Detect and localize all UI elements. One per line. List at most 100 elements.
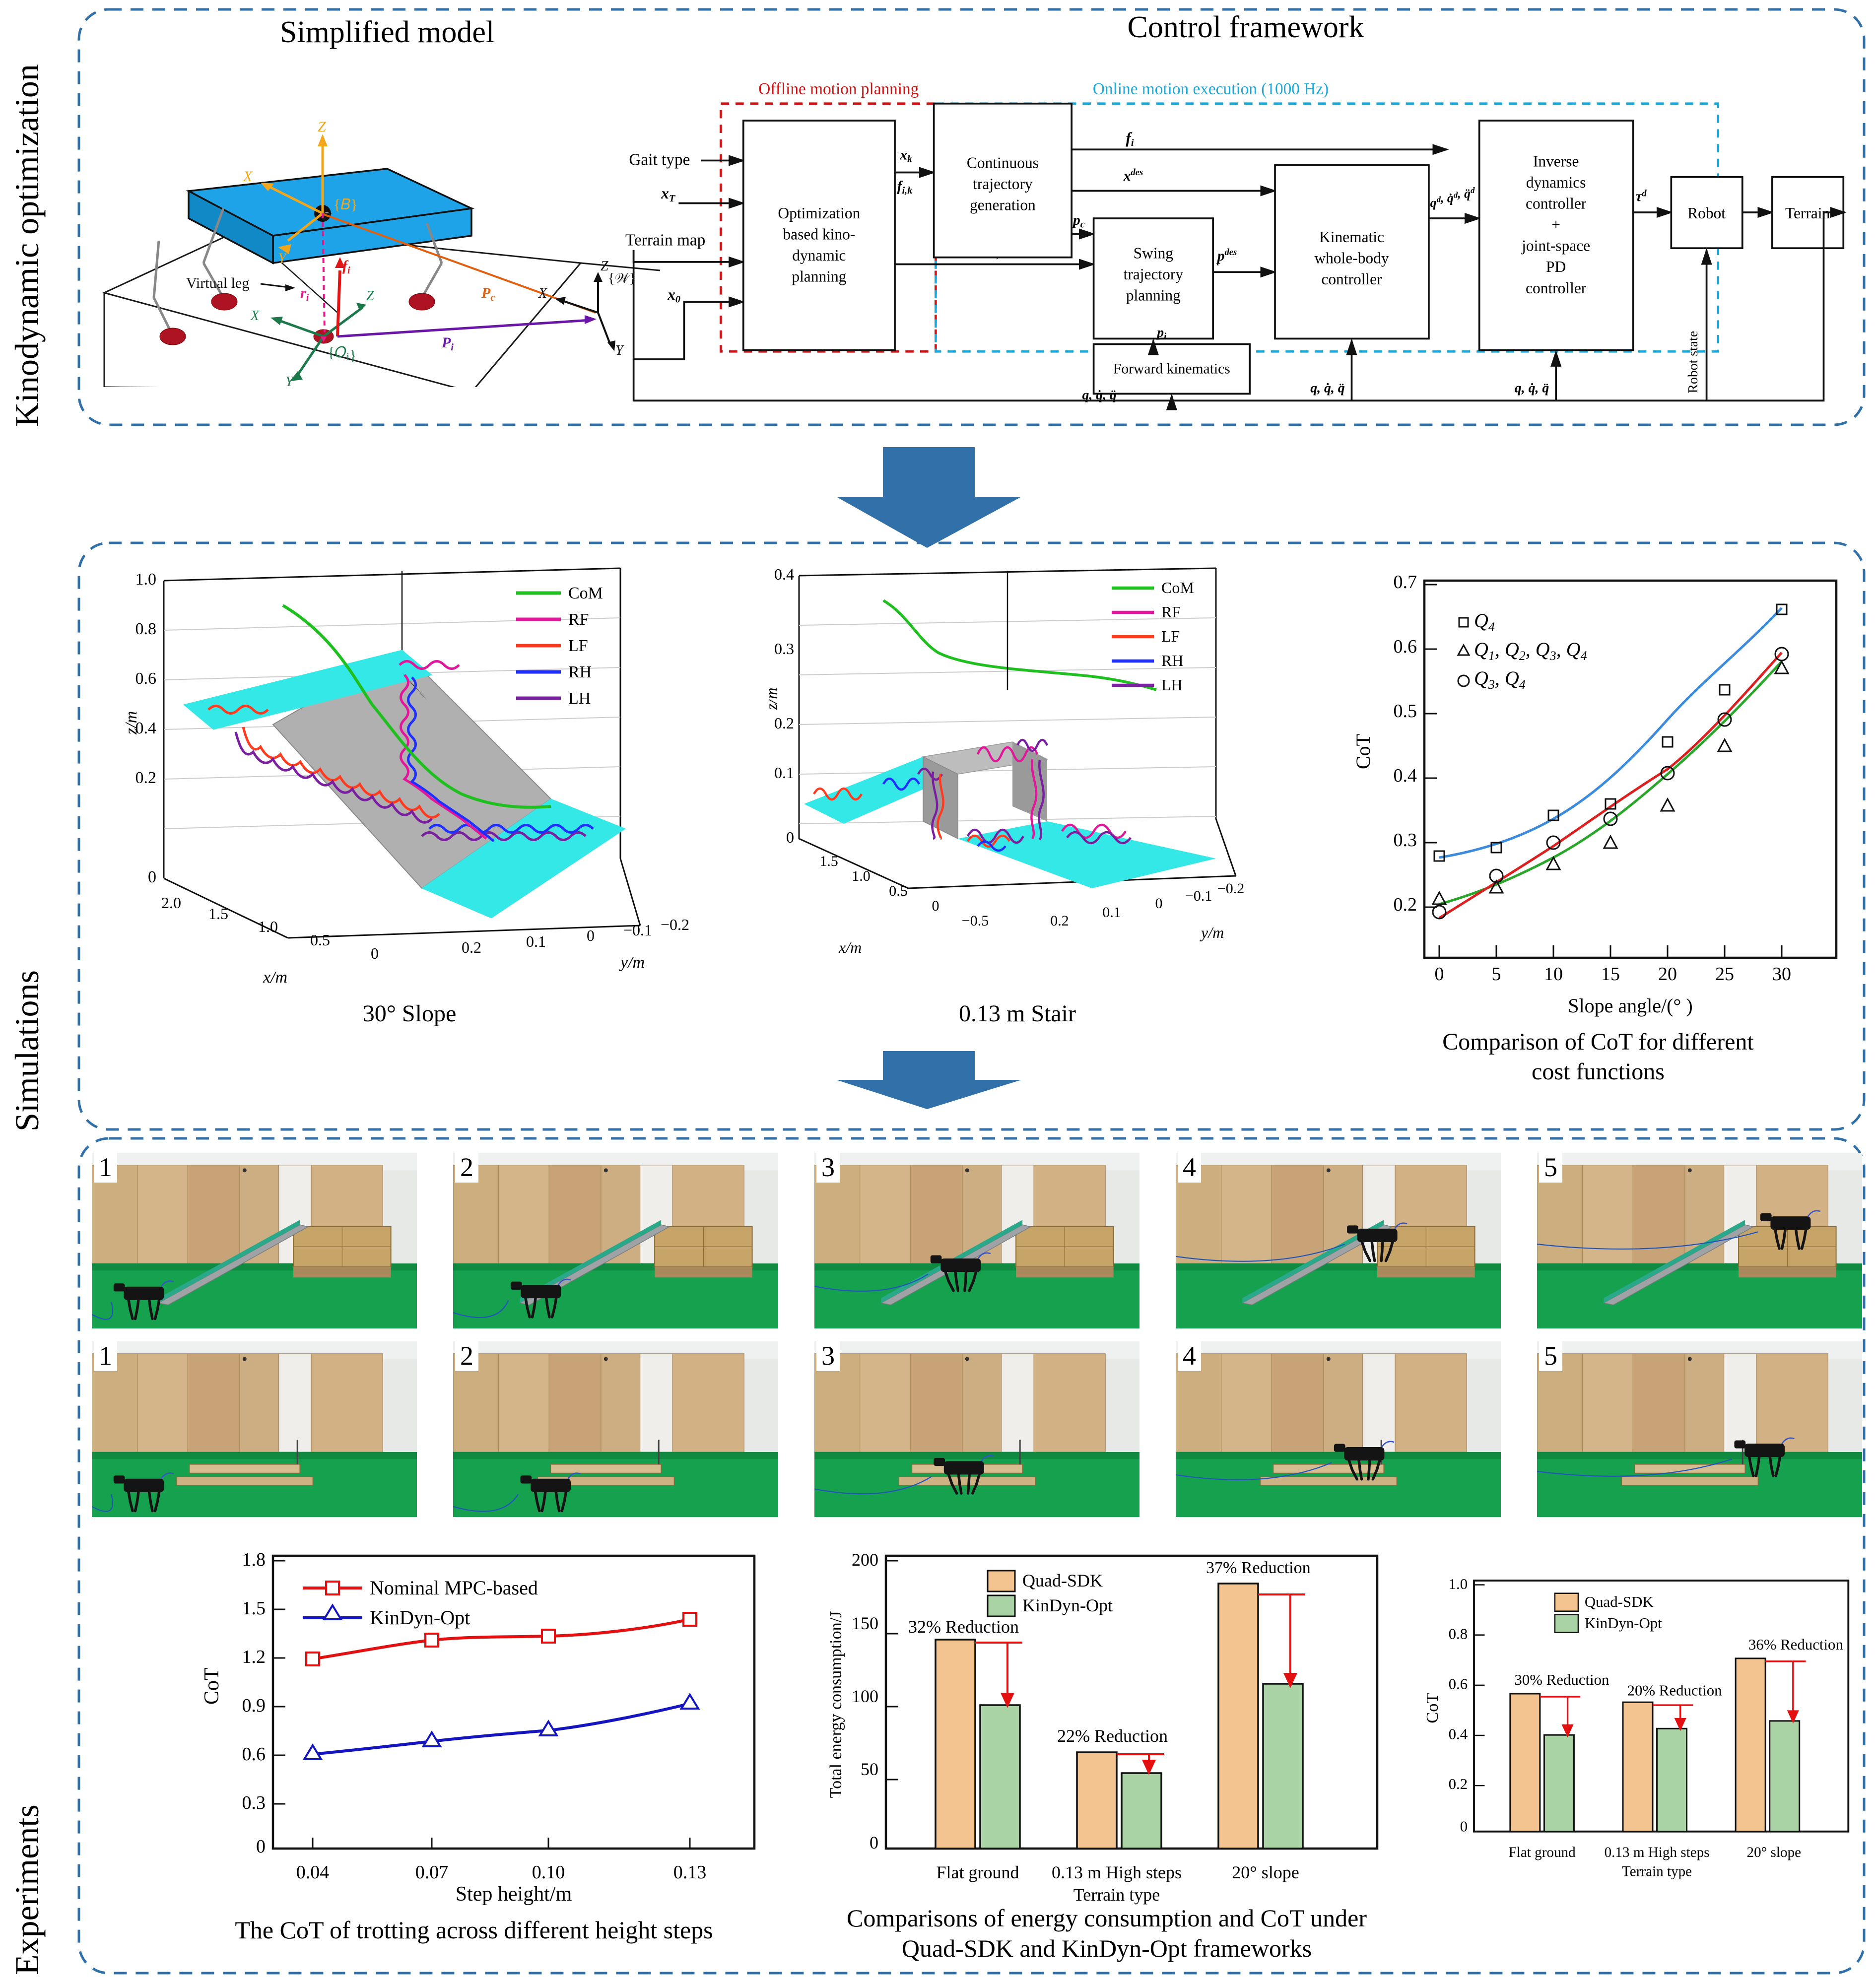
svg-text:1.0: 1.0 (135, 570, 157, 589)
svg-text:LF: LF (568, 637, 588, 655)
svg-text:36% Reduction: 36% Reduction (1748, 1636, 1843, 1653)
svg-text:Z: Z (318, 119, 326, 135)
svg-text:Q1, Q2, Q3, Q4: Q1, Q2, Q3, Q4 (1474, 638, 1587, 663)
svg-text:−0.1: −0.1 (1185, 888, 1212, 904)
svg-text:−0.2: −0.2 (661, 916, 689, 933)
svg-text:0: 0 (932, 898, 939, 914)
svg-text:0.10: 0.10 (532, 1862, 565, 1883)
svg-text:20° slope: 20° slope (1232, 1862, 1299, 1882)
svg-text:{𝐵}: {𝐵} (334, 197, 358, 213)
svg-text:0.04: 0.04 (296, 1862, 330, 1883)
svg-text:150: 150 (852, 1613, 878, 1633)
svg-text:0.5: 0.5 (889, 883, 908, 899)
svg-text:0.6: 0.6 (1394, 636, 1417, 657)
svg-text:KinDyn-Opt: KinDyn-Opt (370, 1606, 470, 1629)
svg-text:q, q̇, q̈: q, q̇, q̈ (1515, 381, 1549, 396)
svg-text:Flat ground: Flat ground (1509, 1845, 1576, 1860)
svg-text:0.6: 0.6 (135, 669, 157, 688)
svg-text:CoT: CoT (1423, 1693, 1442, 1723)
svg-text:1.0: 1.0 (258, 918, 278, 935)
svg-text:PD: PD (1546, 258, 1566, 275)
svg-text:0.4: 0.4 (1394, 765, 1417, 786)
svg-text:CoT: CoT (1352, 734, 1374, 769)
svg-text:Terrain type: Terrain type (1622, 1864, 1692, 1880)
svg-text:controller: controller (1526, 195, 1587, 212)
svg-text:20° slope: 20° slope (1747, 1845, 1802, 1860)
svg-text:+: + (1551, 216, 1560, 233)
svg-text:0.2: 0.2 (135, 769, 157, 787)
svg-text:1.5: 1.5 (242, 1598, 266, 1619)
svg-text:Quad-SDK: Quad-SDK (1022, 1571, 1103, 1590)
svg-text:1.8: 1.8 (242, 1551, 266, 1570)
svg-text:dynamic: dynamic (792, 247, 846, 264)
svg-text:0.5: 0.5 (1394, 701, 1417, 722)
svg-text:0.07: 0.07 (415, 1862, 449, 1883)
svg-text:qd, q̇d, q̈d: qd, q̇d, q̈d (1430, 186, 1475, 210)
svg-text:Optimization: Optimization (778, 204, 860, 222)
svg-text:−0.2: −0.2 (1217, 880, 1244, 897)
svg-text:Kinematic: Kinematic (1319, 228, 1384, 246)
svg-text:fi: fi (342, 258, 350, 276)
svg-text:0.1: 0.1 (526, 932, 546, 950)
svg-text:0: 0 (148, 868, 156, 886)
svg-text:LH: LH (1161, 676, 1183, 694)
svg-text:Pi: Pi (441, 334, 454, 353)
svg-text:Continuous: Continuous (967, 154, 1039, 171)
svg-text:joint-space: joint-space (1521, 237, 1590, 255)
svg-text:z/m: z/m (124, 711, 140, 735)
svg-text:1.2: 1.2 (242, 1647, 266, 1667)
svg-text:planning: planning (1126, 287, 1181, 304)
svg-text:0.8: 0.8 (1449, 1625, 1468, 1642)
svg-text:0: 0 (1155, 895, 1163, 912)
svg-text:Online motion execution (1000: Online motion execution (1000 Hz) (1093, 80, 1329, 98)
svg-text:Terrain map: Terrain map (625, 231, 705, 250)
svg-text:controller: controller (1526, 279, 1587, 297)
svg-text:fi: fi (1126, 129, 1134, 148)
svg-text:Y: Y (615, 343, 625, 358)
svg-text:22% Reduction: 22% Reduction (1057, 1726, 1168, 1746)
svg-text:Q3, Q4: Q3, Q4 (1474, 667, 1526, 692)
svg-text:pc: pc (1072, 212, 1085, 230)
svg-text:X: X (250, 308, 260, 324)
svg-text:20% Reduction: 20% Reduction (1627, 1682, 1722, 1699)
svg-text:Quad-SDK: Quad-SDK (1585, 1593, 1654, 1610)
svg-text:xT: xT (661, 185, 676, 204)
svg-text:fi,k: fi,k (897, 179, 913, 197)
svg-text:15: 15 (1601, 964, 1620, 985)
svg-text:CoM: CoM (1161, 579, 1194, 596)
svg-text:200: 200 (852, 1550, 878, 1570)
svg-text:0.2: 0.2 (1449, 1776, 1468, 1792)
svg-text:0: 0 (1435, 964, 1444, 985)
svg-text:based kino-: based kino- (783, 226, 855, 243)
svg-text:0: 0 (371, 944, 379, 962)
svg-text:planning: planning (792, 268, 846, 285)
svg-text:0.3: 0.3 (242, 1792, 266, 1813)
svg-text:Z: Z (366, 288, 374, 304)
svg-text:z/m: z/m (769, 688, 780, 710)
svg-text:Robot: Robot (1687, 204, 1726, 222)
svg-text:1.5: 1.5 (819, 853, 838, 869)
svg-text:Nominal MPC-based: Nominal MPC-based (370, 1577, 538, 1599)
svg-text:LF: LF (1161, 627, 1180, 645)
svg-text:1.0: 1.0 (1449, 1576, 1468, 1592)
svg-text:0.1: 0.1 (774, 764, 794, 782)
svg-text:0.7: 0.7 (1394, 572, 1417, 593)
svg-text:x/m: x/m (838, 938, 862, 956)
svg-text:−0.5: −0.5 (962, 913, 989, 929)
svg-text:X: X (243, 168, 253, 185)
svg-text:Flat ground: Flat ground (937, 1862, 1019, 1882)
svg-text:KinDyn-Opt: KinDyn-Opt (1022, 1595, 1113, 1615)
svg-text:Step height/m: Step height/m (456, 1883, 572, 1906)
svg-text:x0: x0 (667, 286, 680, 305)
svg-text:Gait type: Gait type (629, 151, 690, 169)
svg-text:0.2: 0.2 (1050, 913, 1069, 929)
svg-text:whole-body: whole-body (1314, 250, 1389, 267)
svg-text:ri: ri (300, 285, 309, 303)
svg-text:0: 0 (587, 926, 595, 944)
svg-text:Virtual leg: Virtual leg (186, 275, 249, 291)
svg-text:Robot state: Robot state (1685, 331, 1701, 394)
svg-text:dynamics: dynamics (1526, 174, 1586, 191)
svg-text:q, q̇, q̈: q, q̇, q̈ (1310, 381, 1345, 396)
svg-text:32% Reduction: 32% Reduction (908, 1617, 1019, 1637)
svg-text:xk: xk (899, 147, 913, 165)
